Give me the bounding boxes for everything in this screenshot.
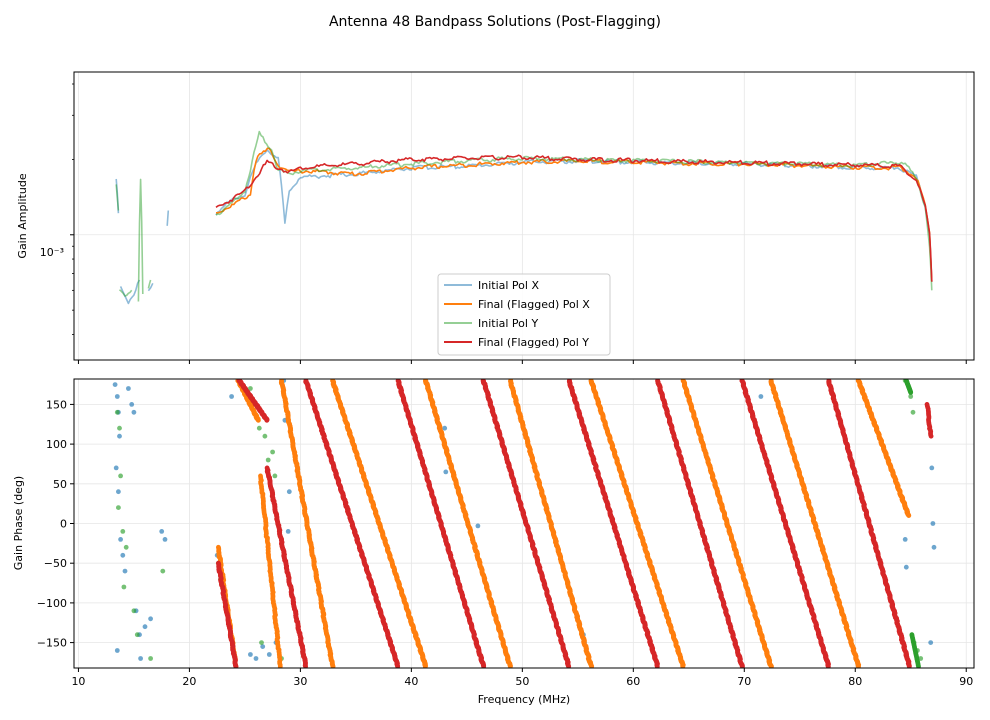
phase-point-pol-x_initial-19 xyxy=(162,537,168,542)
amplitude-line-pol-y_initial-seg-2 xyxy=(137,178,144,302)
phase-point-pol-x_initial-25 xyxy=(266,652,272,657)
phase-point-pol-y_initial-10 xyxy=(160,568,166,574)
amplitude-line-pol-y_initial-seg-1 xyxy=(118,289,133,297)
phase-point-pol-y_initial-6 xyxy=(121,584,127,590)
amplitude-series xyxy=(115,130,933,305)
phase-point-pol-y_initial-20 xyxy=(259,640,264,645)
phase-point-pol-x_initial-12 xyxy=(131,409,137,415)
amplitude-line-pol-y_initial-seg-3 xyxy=(147,279,152,289)
amplitude-ticks xyxy=(70,83,967,364)
phase-point-pol-x_initial-31 xyxy=(442,425,448,431)
phase-point-pol-y_initial-27 xyxy=(918,656,924,661)
phase-point-pol-x_initial-42 xyxy=(928,640,934,645)
phase-point-pol-y_initial-17 xyxy=(265,457,271,463)
amplitude-line-pol-y_initial-seg-4 xyxy=(215,130,933,291)
phase-point-pol-x_initial-9 xyxy=(114,648,120,653)
phase-point-pol-y_initial-8 xyxy=(134,632,140,638)
phase-wrap-pol-y_final-1-175 xyxy=(264,417,270,423)
phase-point-pol-x_initial-10 xyxy=(125,386,131,391)
phase-point-pol-x_initial-30 xyxy=(285,529,291,534)
phase-markers xyxy=(112,379,937,668)
phase-point-pol-y_initial-13 xyxy=(248,386,253,391)
amplitude-ytick-label: 10⁻³ xyxy=(40,246,64,259)
phase-point-pol-x_initial-16 xyxy=(142,624,148,630)
legend: Initial Pol X Final (Flagged) Pol X Init… xyxy=(437,273,611,356)
phase-point-pol-x_initial-4 xyxy=(113,465,119,471)
phase-point-pol-x_initial-40 xyxy=(930,521,936,526)
phase-point-pol-x_initial-41 xyxy=(931,544,937,550)
phase-point-pol-x_initial-18 xyxy=(159,529,165,534)
phase-wrap-pol-x_final-4-588 xyxy=(422,664,428,668)
phase-point-pol-x_initial-33 xyxy=(475,523,481,529)
amplitude-line-pol-x_final-seg-0 xyxy=(216,147,933,282)
amplitude-panel: 10⁻³ Gain Amplitude Initial Pol X Final … xyxy=(16,71,975,364)
phase-point-pol-x_initial-7 xyxy=(120,552,126,558)
phase-point-pol-y_initial-0 xyxy=(114,409,120,415)
phase-point-pol-x_initial-36 xyxy=(758,394,764,399)
legend-box xyxy=(437,273,611,356)
phase-point-pol-y_initial-1 xyxy=(117,425,122,431)
phase-point-pol-y_initial-4 xyxy=(120,529,126,534)
phase-point-pol-y_initial-3 xyxy=(116,505,121,510)
phase-point-pol-y_initial-5 xyxy=(123,544,129,550)
amplitude-axes-frame xyxy=(73,71,975,361)
phase-wrap-pol-x_final-1-126 xyxy=(256,417,261,423)
amplitude-line-pol-y_final-seg-0 xyxy=(215,154,933,282)
amplitude-line-pol-x_initial-seg-2 xyxy=(147,282,154,292)
legend-label-initial-pol-x: Initial Pol X xyxy=(478,279,539,292)
phase-point-pol-x_initial-23 xyxy=(253,656,259,661)
phase-point-pol-x_initial-5 xyxy=(116,489,121,495)
legend-label-final-pol-y: Final (Flagged) Pol Y xyxy=(478,336,589,349)
phase-point-pol-y_initial-24 xyxy=(910,409,916,415)
phase-point-pol-x_initial-37 xyxy=(902,537,908,542)
amplitude-line-pol-y_initial-seg-0 xyxy=(115,184,120,211)
phase-point-pol-x_initial-1 xyxy=(114,394,120,399)
phase-point-pol-y_initial-18 xyxy=(270,449,275,455)
phase-point-pol-y_initial-19 xyxy=(272,473,278,479)
phase-point-pol-x_initial-38 xyxy=(903,564,909,570)
phase-point-pol-x_initial-11 xyxy=(129,402,135,407)
amplitude-line-pol-x_initial-seg-3 xyxy=(166,210,170,226)
figure-title: Antenna 48 Bandpass Solutions (Post-Flag… xyxy=(329,14,661,30)
phase-point-pol-x_initial-24 xyxy=(260,644,266,649)
phase-point-pol-y_initial-15 xyxy=(256,425,262,431)
amplitude-grid xyxy=(74,72,974,360)
phase-point-pol-x_initial-17 xyxy=(148,616,154,622)
phase-wrap-pol-x_final-5-532 xyxy=(508,664,513,668)
phase-point-pol-y_initial-23 xyxy=(908,394,914,399)
phase-series xyxy=(112,379,937,668)
phase-wrap-pol-x_final-10-315 xyxy=(906,513,912,518)
phase-point-pol-x_initial-32 xyxy=(443,469,449,475)
phase-point-pol-x_initial-39 xyxy=(929,465,935,471)
legend-label-initial-pol-y: Initial Pol Y xyxy=(478,317,538,330)
phase-wrap-pol-x_final-2-126 xyxy=(277,664,283,668)
phase-point-pol-y_initial-9 xyxy=(148,656,154,661)
amplitude-ylabel: Gain Amplitude xyxy=(16,173,29,258)
phase-point-pol-x_initial-29 xyxy=(286,489,292,495)
phase-wrap-pol-x_final-3-322 xyxy=(330,664,336,668)
phase-point-pol-y_initial-16 xyxy=(262,433,268,439)
phase-point-pol-x_initial-3 xyxy=(117,433,122,439)
phase-point-pol-y_initial-7 xyxy=(131,608,137,614)
phase-point-pol-x_initial-0 xyxy=(112,382,118,387)
phase-point-pol-x_initial-6 xyxy=(118,537,123,542)
phase-point-pol-x_initial-22 xyxy=(248,652,253,657)
phase-point-pol-x_initial-21 xyxy=(229,394,235,399)
phase-point-pol-y_initial-2 xyxy=(118,473,123,479)
phase-point-pol-x_initial-8 xyxy=(122,568,128,574)
phase-point-pol-x_initial-15 xyxy=(138,656,144,661)
legend-label-final-pol-x: Final (Flagged) Pol X xyxy=(478,298,590,311)
